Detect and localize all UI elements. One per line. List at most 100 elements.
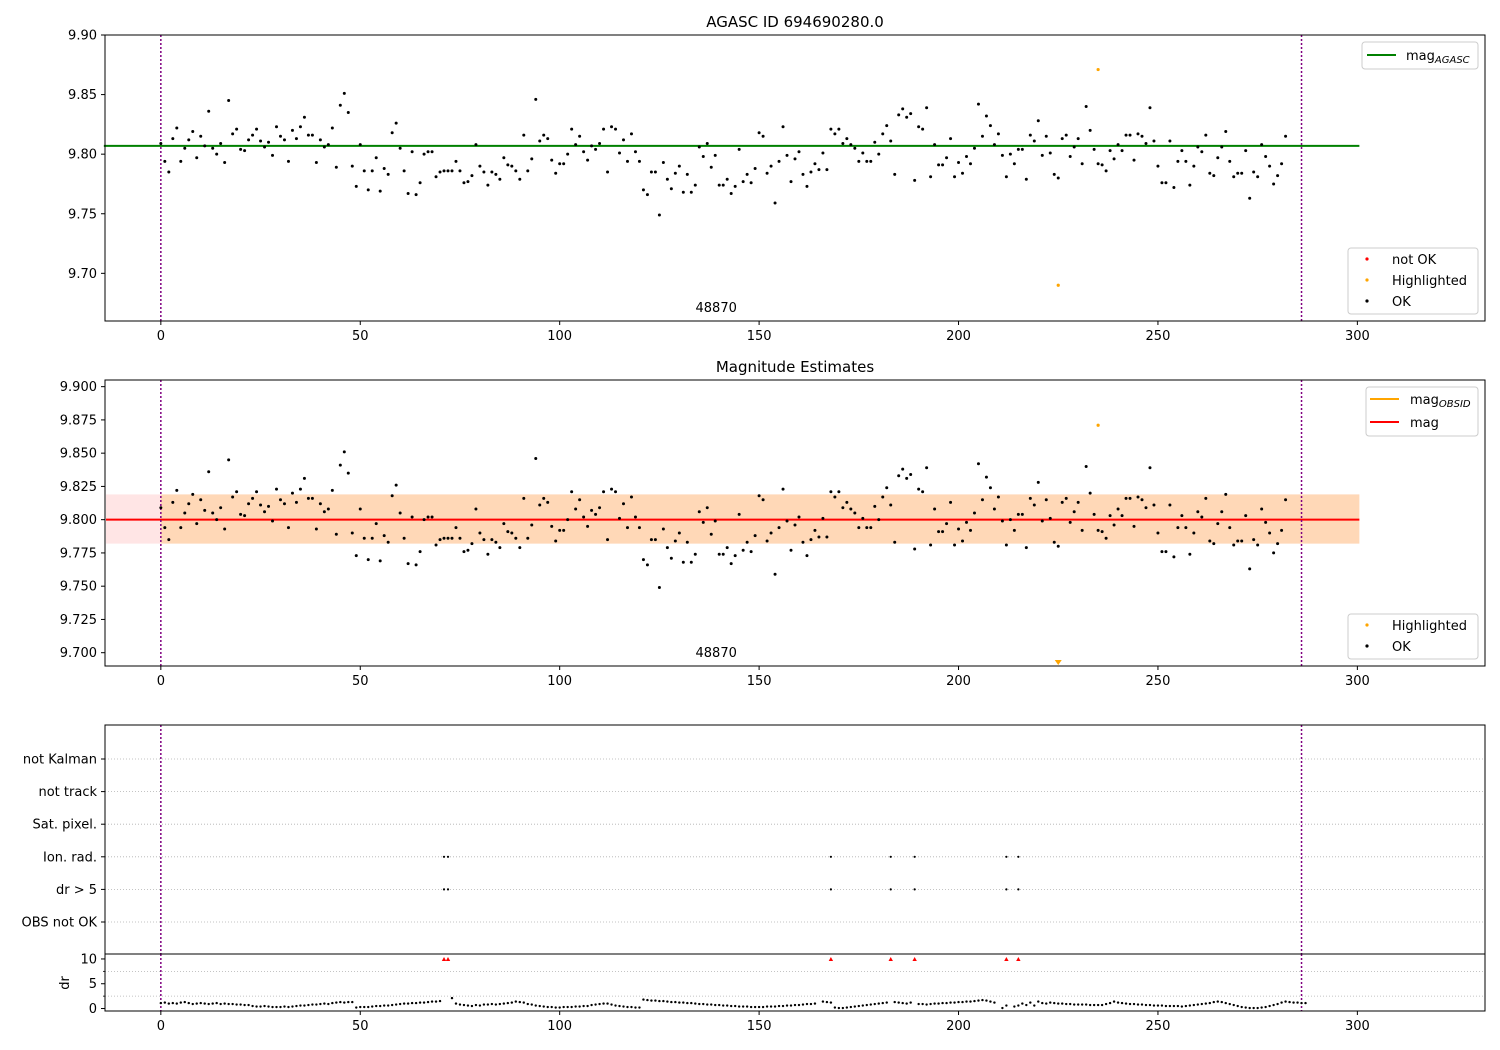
ok-point [382, 166, 386, 170]
ok-point [298, 487, 302, 491]
dr-clipped-marker [912, 956, 917, 961]
ok-point [1100, 530, 1104, 534]
y-tick-label: 0 [89, 1002, 97, 1017]
ok-point [418, 550, 422, 554]
ok-point [278, 134, 282, 138]
ok-point [661, 527, 665, 531]
ok-point [685, 540, 689, 544]
ok-point [446, 536, 450, 540]
dr-point [1172, 1004, 1176, 1008]
ok-point [1148, 106, 1152, 110]
dr-point [1296, 1001, 1299, 1004]
dr-point [937, 1002, 940, 1005]
ok-point [705, 141, 709, 145]
dr-point [985, 999, 988, 1002]
ok-point [697, 145, 701, 149]
ok-point [729, 191, 733, 195]
dr-point [1268, 1004, 1271, 1008]
ok-point [490, 538, 494, 542]
y-tick-label: 9.800 [60, 513, 97, 528]
ok-point [809, 538, 813, 542]
ok-point [1028, 496, 1032, 500]
dr-point [1025, 1003, 1028, 1007]
ok-point [633, 150, 637, 154]
ok-point [1072, 510, 1076, 514]
dr-point [921, 1002, 924, 1006]
ok-point [833, 132, 837, 136]
x-tick-label: 0 [157, 674, 165, 689]
ok-point [1008, 518, 1012, 522]
ok-point [713, 153, 717, 157]
ok-point [1060, 137, 1064, 141]
dr-point [486, 1003, 490, 1006]
ok-point [1248, 567, 1252, 571]
ok-point [1172, 555, 1176, 559]
dr-point [1228, 1002, 1231, 1006]
flag-point [829, 855, 832, 858]
ok-point [207, 470, 211, 474]
ok-point [785, 519, 789, 523]
ok-point [578, 498, 582, 502]
ok-point [785, 153, 789, 157]
ok-point [781, 487, 785, 491]
legend-label-highlighted: Highlighted [1392, 619, 1467, 634]
y-tick-label: 5 [89, 977, 97, 992]
dr-point [706, 1003, 709, 1006]
ok-point [741, 548, 745, 552]
flag-point [1005, 888, 1008, 891]
ok-point [905, 115, 909, 119]
ok-point [821, 151, 825, 155]
dr-point [470, 1004, 474, 1008]
dr-point [1096, 1003, 1100, 1007]
ok-point [1268, 531, 1272, 535]
ok-point [965, 520, 969, 524]
dr-point [279, 1005, 282, 1009]
ok-point [1216, 156, 1220, 160]
ok-point [398, 511, 402, 515]
ok-point [402, 169, 406, 173]
ok-point [849, 507, 853, 511]
dr-point [626, 1005, 629, 1009]
ok-point [988, 486, 992, 490]
ok-point [1232, 175, 1236, 179]
ok-point [781, 125, 785, 129]
ok-point [243, 149, 247, 153]
ok-point [869, 159, 873, 163]
ok-point [195, 522, 199, 526]
dr-point [833, 1006, 837, 1009]
y-tick-label: 9.900 [60, 380, 97, 395]
dr-point [550, 1005, 553, 1009]
ok-point [961, 171, 965, 175]
dr-point [163, 1001, 167, 1004]
dr-point [414, 1001, 418, 1005]
dr-point [1037, 1000, 1040, 1003]
dr-point [1256, 1006, 1259, 1010]
dr-point [398, 1002, 402, 1006]
dr-point [857, 1004, 861, 1008]
ok-point [645, 563, 649, 567]
y-tick-label: 9.700 [60, 646, 97, 661]
ok-point [1080, 162, 1084, 166]
flag-category-label: OBS not OK [22, 916, 98, 931]
ok-point [1276, 174, 1280, 178]
dr-point [710, 1003, 713, 1006]
ok-point [294, 500, 298, 504]
ok-point [773, 201, 777, 205]
ok-point [885, 124, 889, 128]
ok-point [298, 125, 302, 129]
y-tick-label: 9.825 [60, 480, 97, 495]
ok-point [677, 164, 681, 168]
flag-point [829, 888, 832, 891]
ok-point [625, 159, 629, 163]
ok-point [542, 133, 546, 137]
ok-point [1180, 514, 1184, 518]
dr-point [741, 1005, 745, 1008]
ok-point [980, 498, 984, 502]
ok-point [1184, 159, 1188, 163]
dr-point [215, 1001, 218, 1005]
dr-point [749, 1005, 753, 1009]
ok-point [618, 516, 622, 520]
ok-point [1108, 149, 1112, 153]
ok-point [953, 543, 957, 547]
ok-point [227, 458, 231, 462]
